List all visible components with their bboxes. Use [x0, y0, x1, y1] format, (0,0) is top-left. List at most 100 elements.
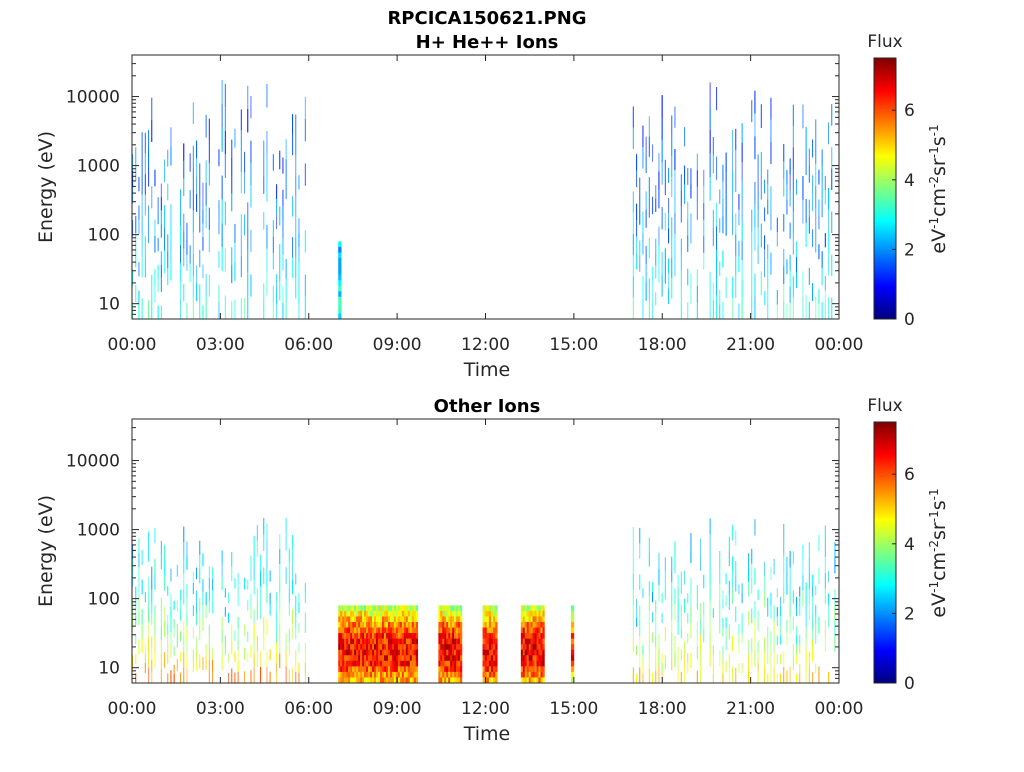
flux-cell: [338, 302, 342, 309]
flux-cell: [776, 635, 778, 646]
flux-cell: [795, 673, 798, 683]
flux-cell: [237, 650, 239, 662]
flux-cell: [490, 610, 494, 617]
flux-cell: [413, 610, 417, 617]
flux-cell: [383, 627, 387, 634]
flux-cell: [821, 251, 823, 269]
flux-cell: [135, 634, 137, 645]
flux-cell: [183, 526, 185, 543]
flux-cell: [346, 627, 349, 634]
flux-cell: [247, 295, 249, 319]
flux-cell: [413, 677, 417, 684]
flux-cell: [495, 671, 498, 678]
flux-cell: [760, 175, 762, 200]
flux-cell: [375, 671, 379, 678]
flux-cell: [536, 616, 539, 623]
flux-cell: [377, 621, 381, 628]
flux-cell: [570, 644, 575, 651]
flux-cell: [440, 638, 443, 645]
flux-cell: [683, 640, 686, 655]
flux-cell: [524, 644, 528, 651]
flux-cell: [458, 660, 461, 667]
flux-cell: [183, 160, 185, 179]
flux-cell: [295, 175, 297, 197]
flux-cell: [381, 677, 385, 684]
flux-cell: [160, 210, 162, 225]
flux-cell: [354, 621, 357, 628]
flux-cell: [534, 638, 537, 645]
flux-cell: [381, 605, 385, 612]
flux-cell: [135, 586, 137, 597]
flux-cell: [795, 606, 798, 617]
flux-cell: [824, 525, 826, 542]
flux-cell: [208, 648, 210, 660]
flux-cell: [438, 638, 441, 645]
flux-cell: [671, 645, 673, 658]
flux-cell: [285, 649, 287, 667]
flux-cell: [754, 113, 756, 137]
flux-cell: [409, 660, 413, 667]
x-tick-label: 09:00: [373, 699, 422, 719]
flux-cell: [827, 671, 830, 683]
flux-cell: [827, 571, 830, 583]
flux-cell: [370, 605, 373, 612]
flux-cell: [674, 191, 676, 213]
flux-cell: [484, 610, 488, 617]
flux-cell: [338, 616, 341, 623]
flux-cell: [520, 644, 524, 651]
flux-cell: [234, 630, 236, 642]
flux-cell: [237, 584, 239, 596]
flux-cell: [170, 606, 172, 620]
flux-cell: [387, 627, 391, 634]
flux-cell: [381, 610, 385, 617]
flux-cell: [298, 642, 300, 653]
flux-cell: [671, 657, 673, 671]
flux-cell: [632, 297, 634, 319]
flux-cell: [635, 170, 638, 188]
flux-cell: [399, 633, 403, 639]
flux-cell: [528, 660, 531, 667]
colorbar-tick-label: 4: [904, 535, 915, 555]
flux-cell: [148, 531, 150, 547]
flux-cell: [524, 605, 528, 612]
flux-cell: [167, 586, 169, 596]
flux-cell: [298, 261, 300, 276]
flux-cell: [493, 671, 496, 678]
flux-cell: [719, 583, 721, 601]
flux-cell: [709, 617, 711, 634]
flux-cell: [183, 283, 185, 302]
flux-cell: [680, 254, 682, 271]
flux-cell: [773, 558, 775, 575]
flux-cell: [674, 651, 676, 668]
flux-cell: [340, 638, 343, 645]
flux-cell: [642, 588, 644, 598]
flux-cell: [699, 538, 702, 555]
flux-cell: [356, 605, 359, 612]
flux-cell: [661, 117, 663, 140]
flux-cell: [542, 621, 545, 628]
flux-cell: [167, 644, 169, 654]
flux-cell: [712, 655, 714, 665]
flux-cell: [648, 595, 650, 611]
y-tick-label: 100: [88, 226, 120, 246]
flux-cell: [253, 653, 255, 669]
flux-cell: [389, 660, 393, 667]
flux-cell: [348, 616, 351, 623]
flux-cell: [538, 660, 541, 667]
flux-cell: [374, 677, 377, 684]
flux-cell: [160, 626, 162, 641]
flux-cell: [677, 598, 679, 611]
flux-cell: [530, 660, 533, 667]
flux-cell: [342, 644, 345, 651]
flux-cell: [709, 153, 711, 178]
flux-cell: [751, 231, 753, 254]
flux-cell: [295, 278, 297, 299]
flux-cell: [719, 600, 721, 617]
flux-cell: [403, 638, 407, 645]
colorbar-scale: [873, 57, 897, 320]
flux-cell: [377, 660, 381, 667]
flux-cell: [415, 655, 419, 662]
flux-cell: [815, 230, 817, 253]
flux-cell: [358, 605, 361, 612]
flux-cell: [183, 557, 185, 574]
